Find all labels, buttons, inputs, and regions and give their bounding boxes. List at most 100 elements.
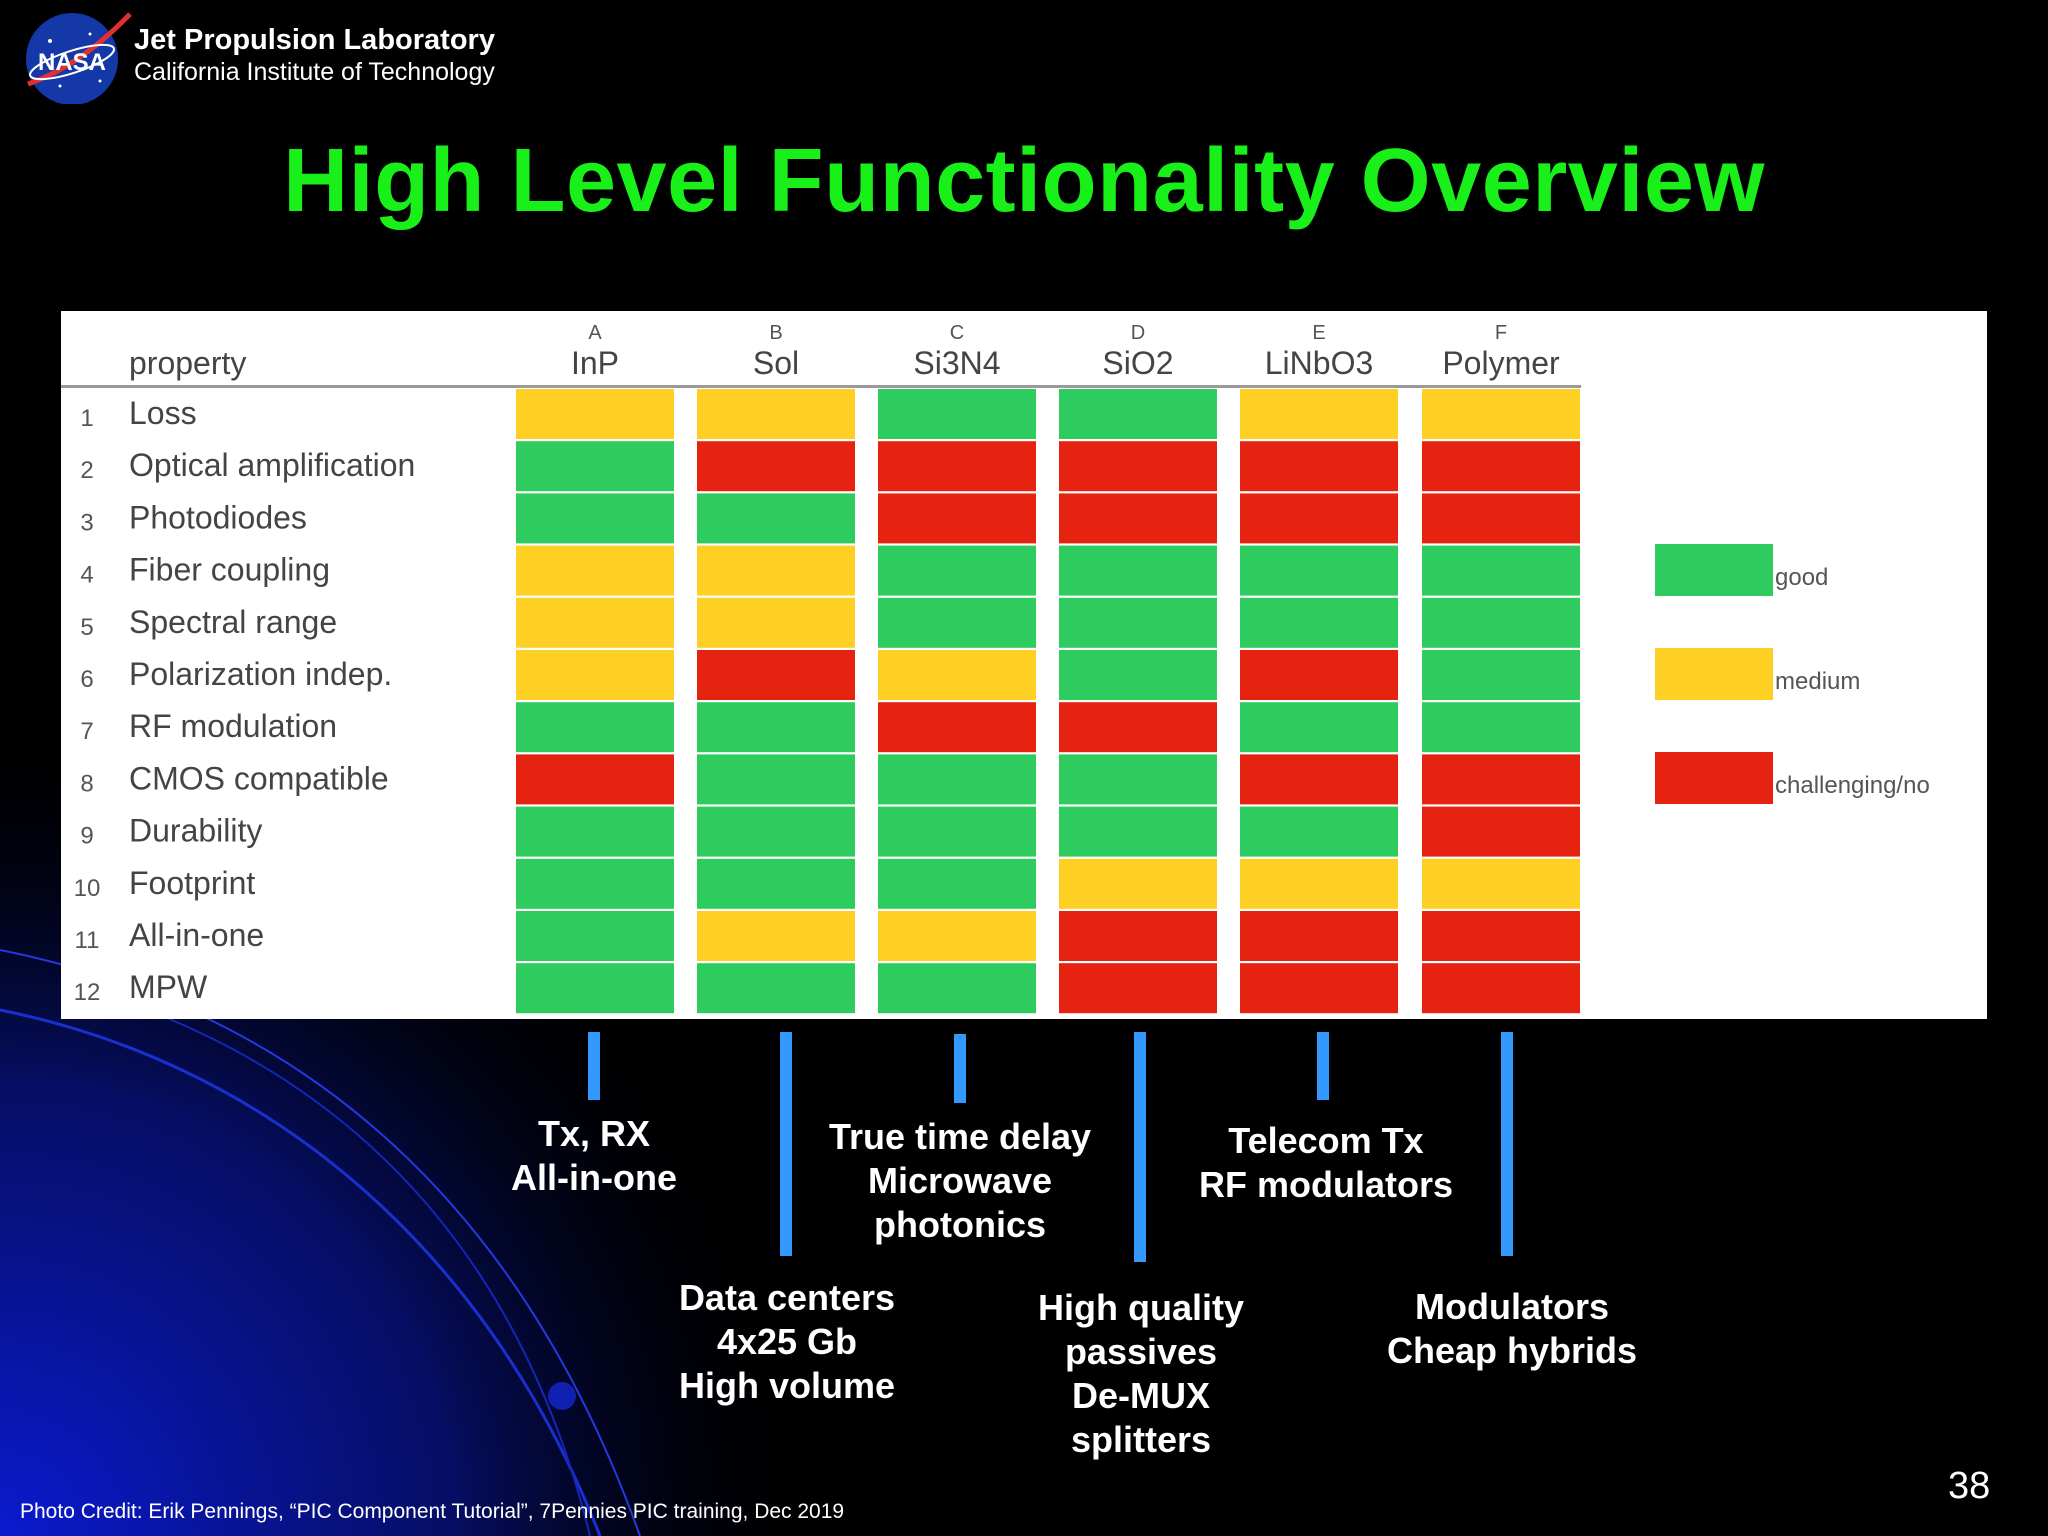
matrix-cell <box>1240 858 1398 909</box>
matrix-cell <box>697 545 855 596</box>
matrix-cell <box>1422 754 1580 805</box>
legend-swatch <box>1655 648 1773 700</box>
matrix-cell <box>697 597 855 648</box>
matrix-cell <box>1059 911 1217 961</box>
header-divider <box>61 385 1581 388</box>
row-number: 12 <box>74 979 101 1006</box>
row-header-label: property <box>129 345 246 381</box>
use-case-label: Modulators Cheap hybrids <box>1386 1286 1638 1371</box>
column-letter: E <box>1312 322 1325 344</box>
legend-label: medium <box>1775 668 1860 695</box>
matrix-cell <box>1059 441 1217 492</box>
svg-text:NASA: NASA <box>38 49 106 76</box>
matrix-cell <box>1059 389 1217 439</box>
row-label: Polarization indep. <box>129 656 392 692</box>
matrix-cell <box>878 597 1036 648</box>
matrix-cell <box>1422 650 1580 700</box>
legend-swatch <box>1655 544 1773 596</box>
matrix-cell <box>1422 441 1580 492</box>
matrix-cell <box>697 806 855 857</box>
row-label: RF modulation <box>129 708 337 744</box>
functionality-matrix-panel: property A InP B Sol C Si3N4 D SiO2 E LiNbO3 F Polym… <box>61 311 1987 1019</box>
matrix-cell <box>697 858 855 909</box>
org-title: Jet Propulsion Laboratory <box>134 24 495 56</box>
matrix-cell <box>878 754 1036 805</box>
matrix-cell <box>1422 702 1580 753</box>
matrix-cell <box>697 441 855 492</box>
matrix-cell <box>1240 493 1398 544</box>
matrix-cell <box>1422 597 1580 648</box>
use-case-label: High quality passives De-MUX splitters <box>1038 1287 1244 1460</box>
row-label: All-in-one <box>129 917 264 953</box>
matrix-cell <box>697 911 855 961</box>
matrix-cell <box>878 911 1036 961</box>
matrix-cell <box>697 389 855 439</box>
row-number: 11 <box>75 927 100 954</box>
matrix-cell <box>697 702 855 753</box>
matrix-cell <box>516 441 674 492</box>
column-header: InP <box>571 345 619 381</box>
row-label: Fiber coupling <box>129 552 330 588</box>
matrix-cell <box>1240 597 1398 648</box>
row-label: Footprint <box>129 865 255 901</box>
row-number: 5 <box>80 614 93 641</box>
page-number: 38 <box>1948 1465 1991 1507</box>
row-number: 1 <box>80 405 93 432</box>
matrix-cell <box>1422 963 1580 1014</box>
matrix-cell <box>1240 754 1398 805</box>
matrix-cell <box>1059 493 1217 544</box>
matrix-cell <box>1059 702 1217 753</box>
matrix-cell <box>878 389 1036 439</box>
matrix-cell <box>1240 389 1398 439</box>
use-case-label: Telecom Tx RF modulators <box>1198 1120 1453 1205</box>
column-header: Si3N4 <box>913 345 1000 381</box>
row-number: 3 <box>80 509 93 536</box>
matrix-cell <box>516 754 674 805</box>
column-letter: A <box>588 322 602 344</box>
legend-label: good <box>1775 564 1828 591</box>
matrix-cell <box>1240 963 1398 1014</box>
row-label: Loss <box>129 395 197 431</box>
legend-swatch <box>1655 752 1773 804</box>
matrix-cell <box>1422 806 1580 857</box>
photo-credit: Photo Credit: Erik Pennings, “PIC Compon… <box>20 1500 845 1523</box>
row-label: MPW <box>129 969 208 1005</box>
row-number: 8 <box>80 770 93 797</box>
matrix-cell <box>516 858 674 909</box>
row-number: 6 <box>80 666 93 693</box>
matrix-cell <box>1059 545 1217 596</box>
matrix-cell <box>1059 858 1217 909</box>
matrix-cell <box>1059 650 1217 700</box>
row-label: Durability <box>129 813 262 849</box>
column-header: SiO2 <box>1102 345 1173 381</box>
row-label: CMOS compatible <box>129 760 389 796</box>
matrix-cell <box>1059 963 1217 1014</box>
column-header: Sol <box>753 345 799 381</box>
use-case-label: Tx, RX All-in-one <box>511 1113 677 1198</box>
matrix-cell <box>516 963 674 1014</box>
matrix-cell <box>516 493 674 544</box>
column-letter: F <box>1495 322 1507 344</box>
use-case-label: Data centers 4x25 Gb High volume <box>678 1277 896 1406</box>
matrix-cell <box>1059 806 1217 857</box>
matrix-cell <box>1240 545 1398 596</box>
row-number: 10 <box>74 875 101 902</box>
nasa-logo: NASA <box>26 12 132 104</box>
row-label: Optical amplification <box>129 447 415 483</box>
matrix-cell <box>1422 493 1580 544</box>
matrix-cell <box>1240 911 1398 961</box>
matrix-cell <box>516 389 674 439</box>
row-number: 7 <box>80 718 93 745</box>
matrix-cell <box>1059 754 1217 805</box>
matrix-cell <box>878 441 1036 492</box>
slide-title: High Level Functionality Overview <box>283 131 1765 231</box>
matrix-cell <box>1240 702 1398 753</box>
matrix-cell <box>1240 441 1398 492</box>
matrix-cell <box>516 702 674 753</box>
matrix-cell <box>878 858 1036 909</box>
matrix-cell <box>878 806 1036 857</box>
matrix-cell <box>1422 911 1580 961</box>
use-case-label: True time delay Microwave photonics <box>828 1116 1092 1245</box>
column-header: LiNbO3 <box>1265 345 1374 381</box>
